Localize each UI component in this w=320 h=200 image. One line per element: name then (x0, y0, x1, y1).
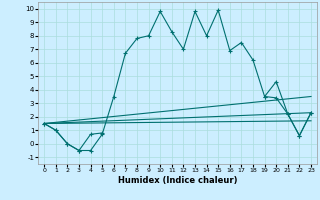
X-axis label: Humidex (Indice chaleur): Humidex (Indice chaleur) (118, 176, 237, 185)
